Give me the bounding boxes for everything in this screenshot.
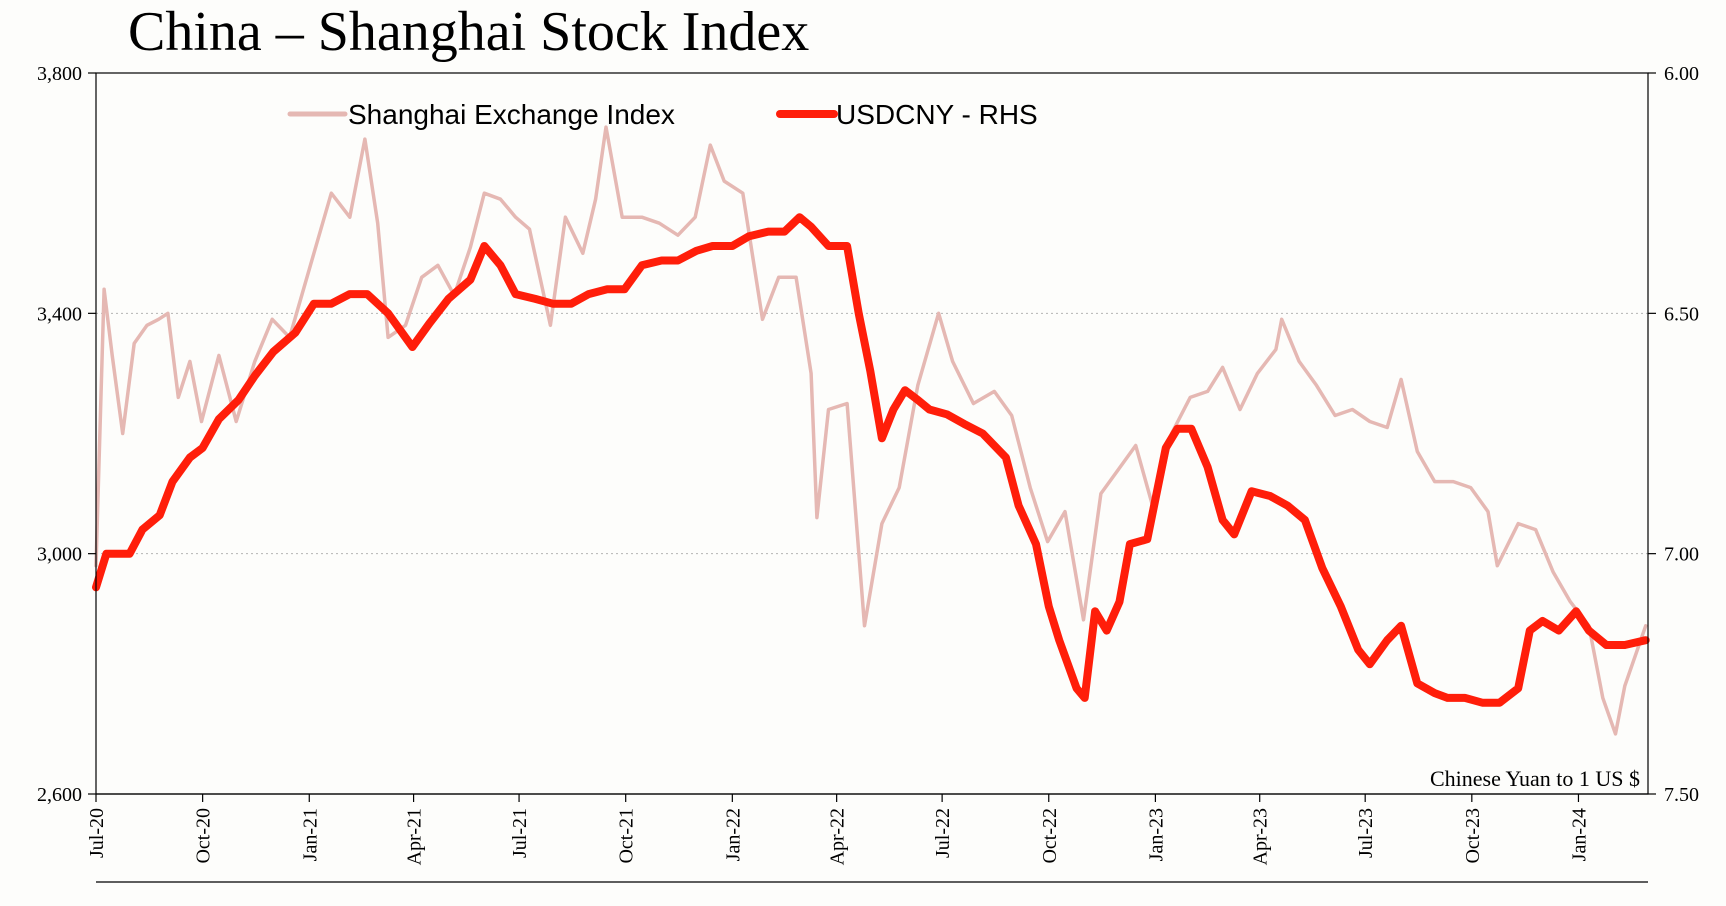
x-tick-label: Jan-21 bbox=[299, 808, 321, 861]
x-tick-label: Oct-20 bbox=[193, 808, 215, 864]
y-axis-left: 2,600 3,000 3,400 3,800 bbox=[37, 63, 96, 806]
x-tick-label: Jul-22 bbox=[932, 808, 954, 858]
y-right-tick-label: 7.00 bbox=[1664, 544, 1699, 566]
x-tick-label: Oct-22 bbox=[1039, 808, 1061, 864]
y-left-tick-label: 2,600 bbox=[37, 784, 82, 806]
x-tick-label: Jan-22 bbox=[722, 808, 744, 861]
axis-note: Chinese Yuan to 1 US $ bbox=[1430, 766, 1640, 791]
x-tick-label: Jan-24 bbox=[1568, 808, 1590, 861]
y-left-tick-label: 3,400 bbox=[37, 303, 82, 325]
legend-label-shanghai: Shanghai Exchange Index bbox=[348, 99, 675, 130]
y-right-tick-label: 6.50 bbox=[1664, 303, 1699, 325]
chart-title: China – Shanghai Stock Index bbox=[128, 1, 809, 63]
y-right-tick-label: 7.50 bbox=[1664, 784, 1699, 806]
legend-item-shanghai: Shanghai Exchange Index bbox=[287, 99, 675, 130]
y-right-tick-label: 6.00 bbox=[1664, 63, 1699, 85]
series-lines bbox=[92, 125, 1650, 736]
x-tick-label: Jul-23 bbox=[1355, 808, 1377, 858]
x-tick-label: Apr-22 bbox=[827, 808, 849, 865]
gridlines bbox=[96, 312, 1648, 555]
x-tick-label: Apr-23 bbox=[1250, 808, 1272, 865]
legend: Shanghai Exchange Index USDCNY - RHS bbox=[287, 99, 1038, 130]
series-line-shanghai bbox=[94, 125, 1648, 736]
x-tick-label: Oct-21 bbox=[616, 808, 638, 864]
y-left-tick-label: 3,800 bbox=[37, 63, 82, 85]
y-left-tick-label: 3,000 bbox=[37, 544, 82, 566]
series-line-usdcny bbox=[92, 213, 1650, 707]
y-axis-right: 6.00 6.50 7.00 7.50 bbox=[1648, 63, 1699, 806]
x-tick-label: Jul-20 bbox=[86, 808, 108, 858]
x-tick-label: Jul-21 bbox=[509, 808, 531, 858]
x-tick-label: Oct-23 bbox=[1462, 808, 1484, 864]
legend-item-usdcny: USDCNY - RHS bbox=[776, 99, 1038, 130]
x-tick-label: Jan-23 bbox=[1145, 808, 1167, 861]
x-tick-label: Apr-21 bbox=[404, 808, 426, 865]
x-axis: Jul-20 Oct-20 Jan-21 Apr-21 Jul-21 Oct-21 Jan-… bbox=[86, 794, 1590, 865]
legend-label-usdcny: USDCNY - RHS bbox=[836, 99, 1038, 130]
